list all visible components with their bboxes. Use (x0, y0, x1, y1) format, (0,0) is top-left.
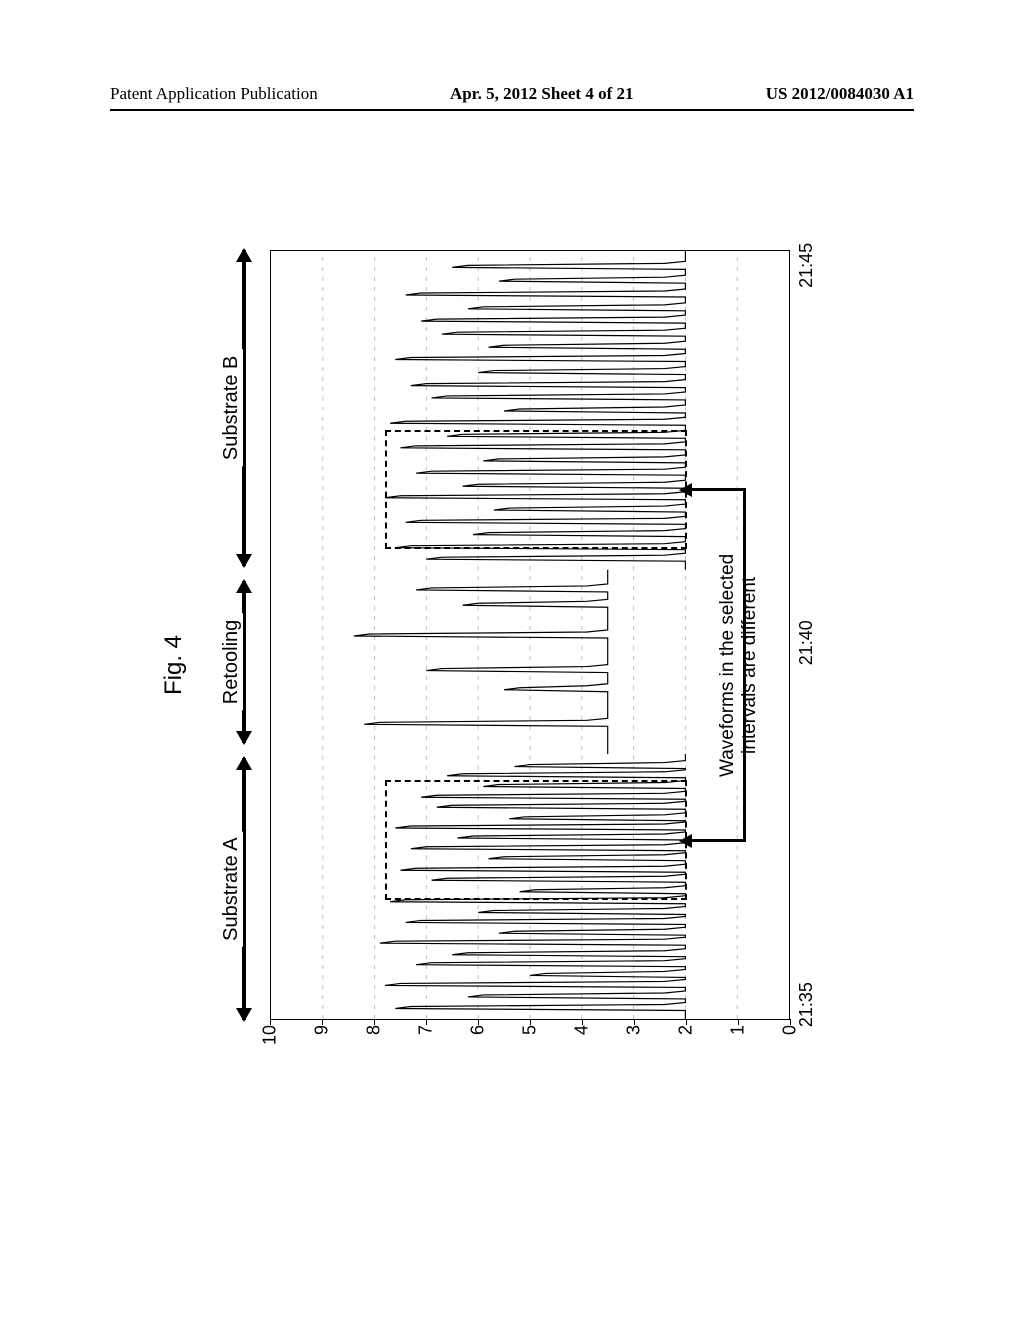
y-tick-label: 2 (676, 1025, 697, 1055)
header-right: US 2012/0084030 A1 (766, 84, 914, 104)
y-tick-label: 9 (312, 1025, 333, 1055)
y-tick-mark (790, 1019, 791, 1025)
arrowhead-icon (679, 483, 692, 497)
header-rule (110, 109, 914, 111)
figure-label: Fig. 4 (160, 635, 188, 695)
y-axis-ticks: 012345678910 (270, 1025, 790, 1055)
y-tick-label: 0 (780, 1025, 801, 1055)
header-left: Patent Application Publication (110, 84, 318, 104)
phase-label: Retooling (220, 614, 243, 711)
y-tick-label: 3 (624, 1025, 645, 1055)
arrowhead-icon (679, 834, 692, 848)
callout-bracket-vertical (690, 488, 746, 491)
selection-box (385, 780, 687, 899)
page-header: Patent Application Publication Apr. 5, 2… (0, 84, 1024, 104)
phase-labels-row: Substrate ARetoolingSubstrate B (230, 250, 260, 1020)
callout-text: Waveforms in the selected intervals are … (717, 546, 761, 785)
chart-box (270, 250, 790, 1020)
x-tick-label: 21:40 (796, 620, 817, 665)
y-tick-label: 10 (260, 1025, 281, 1055)
waveform-svg (271, 251, 789, 1019)
figure-rotated-container: Fig. 4 Substrate ARetoolingSubstrate B 0… (160, 420, 1024, 1140)
y-tick-label: 5 (520, 1025, 541, 1055)
phase-label: Substrate B (220, 350, 243, 467)
selection-box (385, 430, 687, 549)
x-tick-label: 21:35 (796, 982, 817, 1027)
y-tick-label: 7 (416, 1025, 437, 1055)
y-tick-label: 1 (728, 1025, 749, 1055)
header-center: Apr. 5, 2012 Sheet 4 of 21 (450, 84, 634, 104)
figure-wrapper: Fig. 4 Substrate ARetoolingSubstrate B 0… (160, 190, 880, 1140)
phase-label: Substrate A (220, 831, 243, 946)
y-tick-label: 4 (572, 1025, 593, 1055)
y-tick-label: 8 (364, 1025, 385, 1055)
callout-bracket-vertical (690, 839, 746, 842)
callout-bracket-horizontal (743, 490, 746, 840)
y-tick-label: 6 (468, 1025, 489, 1055)
x-tick-label: 21:45 (796, 243, 817, 288)
